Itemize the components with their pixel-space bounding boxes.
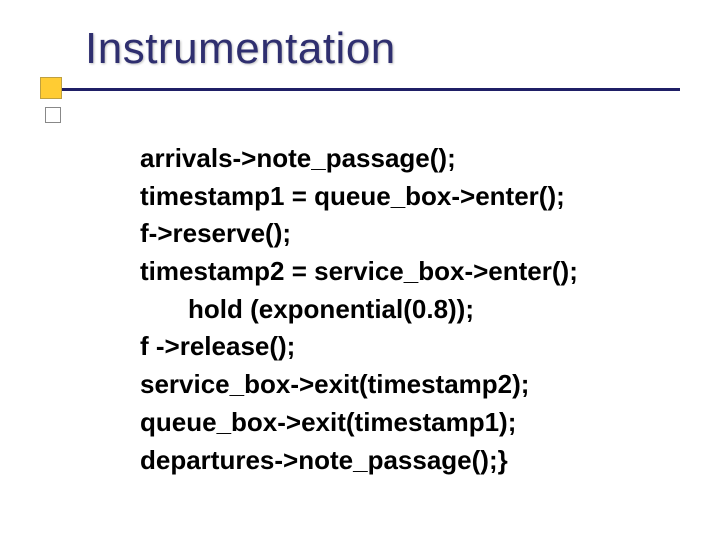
code-line-1: arrivals->note_passage();: [140, 140, 578, 178]
code-line-7: service_box->exit(timestamp2);: [140, 366, 578, 404]
title-area: Instrumentation: [85, 24, 396, 74]
slide: { "slide": { "title": "Instrumentation",…: [0, 0, 720, 540]
code-line-2: timestamp1 = queue_box->enter();: [140, 178, 578, 216]
code-line-6: f ->release();: [140, 328, 578, 366]
code-line-9: departures->note_passage();}: [140, 442, 578, 480]
code-block: arrivals->note_passage(); timestamp1 = q…: [140, 140, 578, 479]
code-line-3: f->reserve();: [140, 215, 578, 253]
accent-square-outline: [45, 107, 61, 123]
slide-title: Instrumentation: [85, 24, 396, 73]
code-line-5: hold (exponential(0.8));: [140, 291, 578, 329]
code-line-8: queue_box->exit(timestamp1);: [140, 404, 578, 442]
accent-square-yellow: [40, 77, 62, 99]
code-line-5-text: hold (exponential(0.8));: [140, 291, 474, 329]
title-underline: [40, 88, 680, 91]
code-line-4: timestamp2 = service_box->enter();: [140, 253, 578, 291]
